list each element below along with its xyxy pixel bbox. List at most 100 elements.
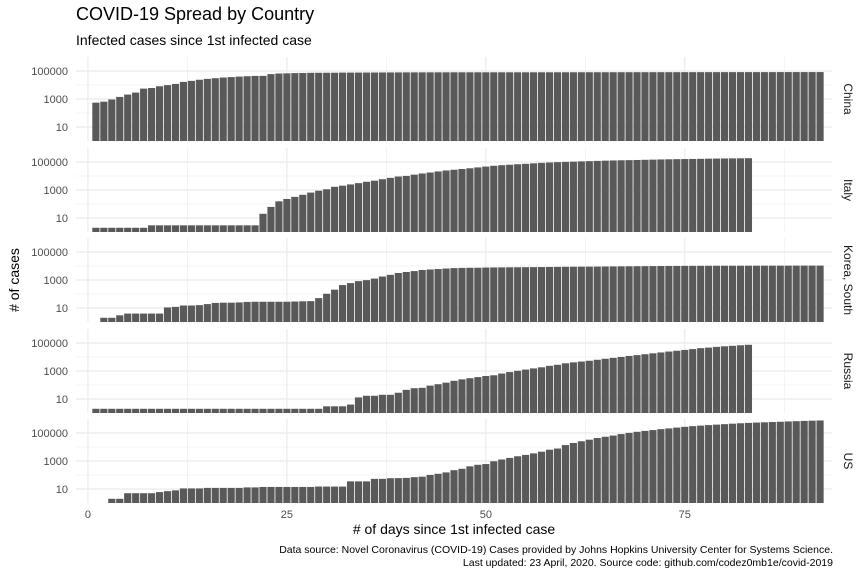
bar: [171, 490, 180, 503]
bar: [108, 408, 116, 413]
bar: [609, 160, 617, 232]
bar: [569, 161, 577, 232]
bar: [386, 394, 394, 413]
bar: [784, 421, 792, 503]
bar: [490, 165, 498, 232]
bar: [800, 72, 808, 141]
bar: [609, 435, 617, 503]
bar: [713, 265, 721, 322]
bar: [283, 301, 291, 322]
bar: [442, 268, 450, 322]
bar: [140, 227, 148, 232]
bar: [697, 265, 705, 322]
x-tick-label: 0: [85, 509, 91, 521]
bar: [585, 161, 593, 232]
bar: [625, 160, 633, 232]
bar: [736, 423, 745, 503]
bar: [291, 486, 299, 503]
bar: [410, 271, 418, 322]
bar: [331, 72, 339, 141]
bar: [609, 266, 617, 322]
bar: [394, 392, 402, 413]
bar: [100, 101, 108, 141]
bar: [251, 75, 259, 141]
bar: [386, 478, 394, 503]
bar: [259, 486, 267, 503]
bar: [657, 159, 665, 232]
y-tick-label: 100000: [31, 157, 68, 169]
bar: [299, 408, 307, 413]
bar: [514, 370, 522, 413]
bar: [665, 72, 673, 141]
facet-strip-label: China: [841, 83, 855, 115]
bar: [633, 72, 641, 141]
bar: [370, 478, 379, 503]
bar: [267, 408, 275, 413]
bar: [211, 78, 219, 141]
bar: [331, 406, 339, 413]
bar: [307, 408, 315, 413]
bar: [434, 269, 442, 322]
bar: [203, 304, 211, 322]
bar: [235, 408, 243, 413]
bar: [354, 481, 363, 503]
bar: [537, 451, 546, 503]
bar: [354, 183, 363, 232]
bar: [649, 266, 657, 322]
bar: [108, 498, 116, 503]
bar: [211, 408, 219, 413]
bar: [132, 313, 140, 322]
bar: [458, 468, 466, 503]
bar: [537, 267, 546, 322]
bar: [760, 265, 768, 322]
bar: [569, 72, 577, 141]
bar: [617, 160, 625, 232]
caption-data-source: Data source: Novel Coronavirus (COVID-19…: [279, 544, 833, 556]
y-tick-label: 10: [56, 484, 68, 496]
bar: [386, 274, 394, 322]
bar: [362, 72, 371, 141]
bar: [466, 378, 474, 413]
bar: [776, 421, 784, 503]
bar: [522, 454, 530, 503]
bar: [307, 486, 315, 503]
bar: [315, 408, 323, 413]
bar: [394, 72, 402, 141]
bar: [283, 486, 291, 503]
bar: [370, 395, 379, 413]
bar: [553, 162, 562, 232]
bar: [299, 301, 307, 322]
bar: [124, 227, 132, 232]
bar: [713, 424, 721, 503]
y-tick-label: 10: [56, 213, 68, 225]
bar: [155, 313, 164, 322]
bar: [697, 425, 705, 503]
bar: [784, 72, 792, 141]
bar: [625, 72, 633, 141]
bar: [458, 72, 466, 141]
bar: [561, 445, 569, 503]
facet-strip-label: US: [841, 453, 855, 470]
bar: [601, 358, 609, 413]
bar: [227, 487, 235, 503]
y-tick-label: 1000: [44, 456, 68, 468]
bar: [283, 198, 291, 232]
bar: [514, 72, 522, 141]
bar: [251, 225, 259, 232]
bar: [362, 181, 371, 232]
bar: [315, 486, 323, 503]
x-tick-label: 50: [480, 509, 492, 521]
bar: [108, 227, 116, 232]
bar: [116, 227, 124, 232]
bar: [434, 473, 442, 503]
bar: [641, 266, 649, 322]
bar: [203, 408, 211, 413]
bar: [768, 422, 776, 503]
bar: [195, 225, 203, 232]
bar: [545, 162, 554, 232]
bar: [100, 408, 108, 413]
bar: [219, 302, 227, 322]
bar: [776, 265, 784, 322]
bar: [450, 470, 458, 503]
bar: [219, 225, 227, 232]
